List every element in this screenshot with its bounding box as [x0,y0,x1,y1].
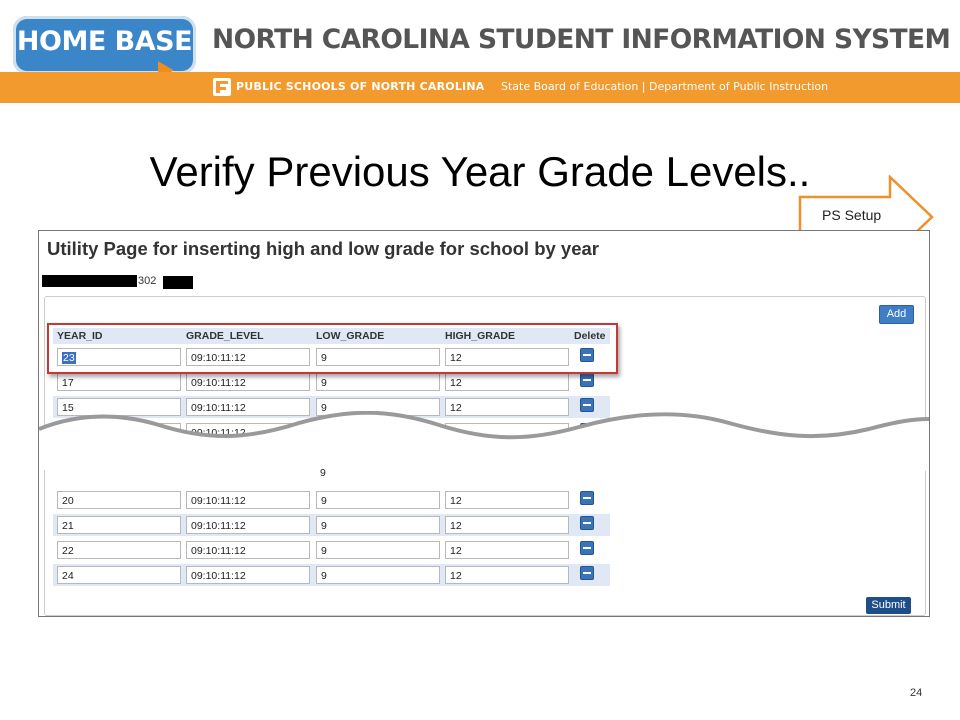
low-grade-input[interactable]: 9 [316,516,440,534]
grade-level-input[interactable]: 09:10:11:12 [186,491,310,509]
year-id-input[interactable]: 22 [57,541,181,559]
year-id-input[interactable]: 21 [57,516,181,534]
high-grade-input[interactable]: 12 [445,566,569,584]
grade-level-input[interactable]: 09:10:11:12 [186,348,310,366]
redacted-school-code [163,276,193,289]
utility-page-screenshot: Utility Page for inserting high and low … [38,230,930,617]
delete-row-button[interactable] [580,491,594,505]
home-base-logo: HOME BASE [13,16,196,80]
redacted-school-name [42,275,137,287]
highlight-box [47,323,618,374]
year-id-input[interactable]: 24 [57,566,181,584]
low-grade-input[interactable]: 9 [316,373,440,391]
col-low-grade: LOW_GRADE [316,330,385,342]
banner-title: NORTH CAROLINA STUDENT INFORMATION SYSTE… [212,24,951,55]
homebase-banner: HOME BASE NORTH CAROLINA STUDENT INFORMA… [0,0,960,103]
board-name: State Board of Education | Department of… [501,80,829,93]
high-grade-input[interactable]: 12 [445,398,569,416]
school-number: 302 [138,275,157,287]
col-grade-level: GRADE_LEVEL [186,330,264,342]
add-button[interactable]: Add [879,305,914,324]
delete-row-button[interactable] [580,373,594,387]
low-grade-input[interactable]: 9 [316,491,440,509]
year-id-input[interactable]: 17 [57,373,181,391]
grade-level-input[interactable]: 09:10:11:12 [186,541,310,559]
high-grade-input[interactable]: 12 [445,541,569,559]
utility-page-title: Utility Page for inserting high and low … [47,238,600,259]
low-grade-input[interactable]: 9 [316,541,440,559]
year-id-input[interactable]: 20 [57,491,181,509]
page-number: 24 [910,687,923,699]
grade-level-input[interactable]: 09:10:11:12 [186,516,310,534]
banner-orange-bar [0,72,960,103]
year-id-input[interactable]: 23 [57,348,181,366]
col-high-grade: HIGH_GRADE [445,330,516,342]
low-grade-input[interactable]: 9 [316,348,440,366]
delete-row-button[interactable] [580,398,594,412]
grade-level-input[interactable]: 09:10:11:12 [186,373,310,391]
high-grade-input[interactable]: 12 [445,348,569,366]
agency-name: PUBLIC SCHOOLS OF NORTH CAROLINA [236,80,485,93]
slide-title: Verify Previous Year Grade Levels.. [149,148,811,195]
high-grade-input[interactable]: 12 [445,373,569,391]
ps-setup-label: PS Setup [822,207,882,223]
delete-row-button[interactable] [580,516,594,530]
low-grade-input[interactable]: 9 [316,566,440,584]
delete-row-button[interactable] [580,348,594,362]
home-base-logo-text: HOME BASE [16,26,193,57]
table-header [53,328,610,344]
col-year-id: YEAR_ID [57,330,103,342]
dpi-logo-icon [213,78,231,96]
grade-level-input[interactable]: 09:10:11:12 [186,398,310,416]
delete-row-button[interactable] [580,541,594,555]
delete-row-button[interactable] [580,566,594,580]
submit-button[interactable]: Submit [866,597,911,614]
high-grade-input[interactable]: 12 [445,516,569,534]
grade-level-input[interactable]: 09:10:11:12 [186,566,310,584]
col-delete: Delete [574,330,606,342]
torn-cut-wave [39,411,929,479]
high-grade-input[interactable]: 12 [445,491,569,509]
